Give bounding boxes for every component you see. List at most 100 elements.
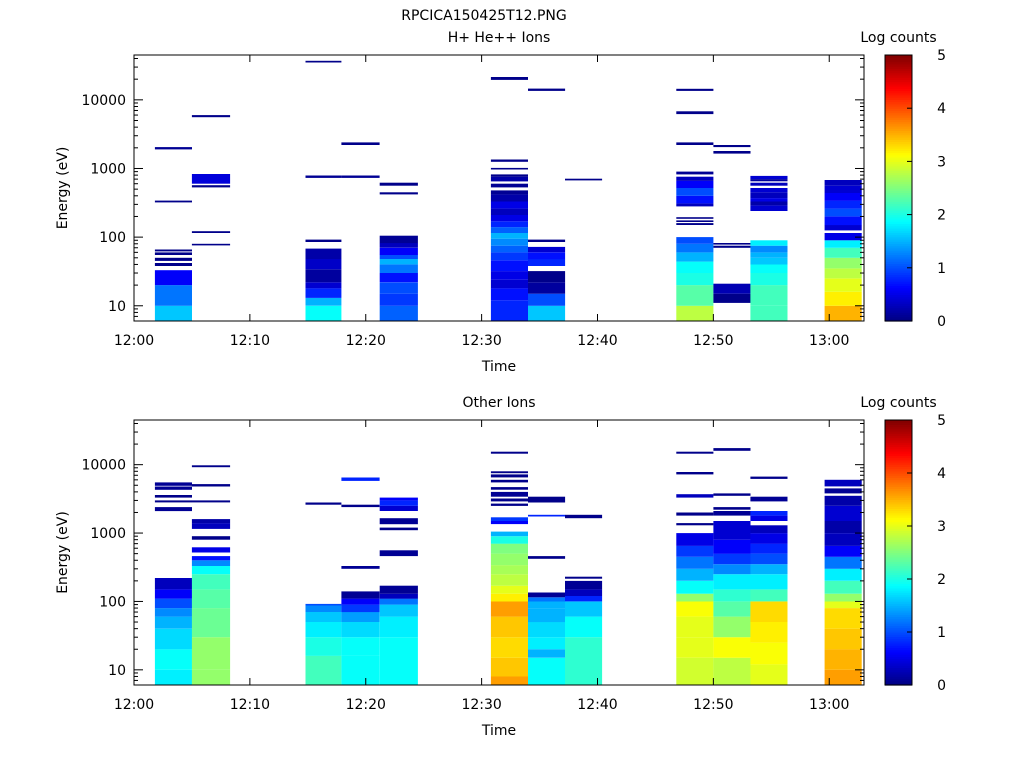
heatmap-cell	[713, 601, 751, 617]
heatmap-cell	[750, 192, 788, 199]
heatmap-cell	[676, 261, 714, 273]
heatmap-cell	[191, 536, 231, 540]
heatmap-cell	[379, 585, 418, 594]
colorbar-strip	[885, 508, 912, 512]
heatmap-cell	[713, 564, 751, 575]
heatmap-cell	[713, 493, 751, 496]
heatmap-cell	[305, 297, 342, 306]
colorbar-strip	[885, 682, 912, 686]
x-tick-label: 12:50	[693, 333, 733, 349]
heatmap-cell	[750, 476, 788, 479]
heatmap-cell	[490, 487, 528, 490]
heatmap-cell	[750, 201, 788, 206]
colorbar-strip	[885, 550, 912, 554]
colorbar-strip	[885, 156, 912, 160]
colorbar-strip	[885, 537, 912, 540]
heatmap-cell	[191, 589, 231, 609]
colorbar-strip	[885, 570, 912, 573]
heatmap-cell	[750, 198, 788, 202]
colorbar-strip	[885, 201, 912, 205]
colorbar-strip	[885, 303, 912, 307]
heatmap-cell	[824, 291, 862, 306]
colorbar-strip	[885, 79, 912, 83]
colorbar-strip	[885, 625, 912, 629]
heatmap-cell	[824, 495, 862, 506]
colorbar-label: Log counts	[860, 395, 936, 411]
colorbar-strip	[885, 196, 912, 200]
colorbar-strip	[885, 609, 912, 613]
heatmap-cell	[713, 243, 751, 245]
colorbar-strip	[885, 499, 912, 503]
heatmap-cell	[379, 264, 418, 273]
heatmap-cell	[565, 616, 603, 638]
heatmap-cell	[379, 637, 418, 685]
heatmap-cell	[341, 637, 380, 656]
colorbar-strip	[885, 101, 912, 105]
y-tick-label: 1000	[90, 161, 126, 177]
colorbar-strip	[885, 439, 912, 443]
heatmap-cell	[379, 604, 418, 617]
colorbar-strip	[885, 612, 912, 615]
colorbar-strip	[885, 236, 912, 240]
y-tick-label: 100	[99, 594, 126, 610]
heatmap-cell	[824, 180, 862, 186]
plot-frame	[133, 419, 865, 686]
heatmap-cell	[528, 597, 566, 602]
colorbar-strip	[885, 81, 912, 85]
panel-title: Other Ions	[462, 395, 535, 411]
colorbar-strip	[885, 594, 912, 598]
colorbar-strip	[885, 99, 912, 103]
colorbar-strip	[885, 563, 912, 567]
heatmap-cell	[379, 593, 418, 599]
heatmap-cell	[565, 637, 603, 685]
colorbar-strip	[885, 141, 912, 145]
colorbar-strip	[885, 581, 912, 585]
colorbar-tick-label: 5	[937, 48, 946, 64]
heatmap-cell	[676, 593, 714, 602]
heatmap-cell	[713, 616, 751, 638]
heatmap-cell	[676, 512, 714, 516]
colorbar-strip	[885, 203, 912, 207]
heatmap-cell	[750, 564, 788, 575]
colorbar-strip	[885, 276, 912, 280]
heatmap-cell	[490, 215, 528, 222]
heatmap-cell	[154, 500, 192, 503]
heatmap-cell	[490, 471, 528, 474]
colorbar-tick-label: 2	[937, 572, 946, 588]
heatmap-cell	[528, 556, 566, 559]
colorbar-strip	[885, 134, 912, 138]
heatmap-cell	[379, 500, 418, 506]
colorbar-strip	[885, 88, 912, 92]
x-tick-label: 12:00	[114, 697, 154, 713]
heatmap-cell	[750, 285, 788, 306]
heatmap-cell	[750, 273, 788, 286]
colorbar-strip	[885, 424, 912, 428]
colorbar-strip	[885, 651, 912, 655]
heatmap-cell	[490, 208, 528, 215]
heatmap-cell	[341, 655, 380, 685]
colorbar-strip	[885, 207, 912, 211]
heatmap-cell	[490, 194, 528, 202]
colorbar-strip	[885, 453, 912, 456]
heatmap-cell	[379, 273, 418, 283]
heatmap-cell	[490, 479, 528, 483]
colorbar-strip	[885, 190, 912, 194]
colorbar-strip	[885, 179, 912, 182]
heatmap-cell	[528, 496, 566, 503]
heatmap-cell	[676, 494, 714, 498]
heatmap-cell	[676, 252, 714, 262]
heatmap-cell	[750, 205, 788, 211]
heatmap-cell	[528, 246, 566, 253]
colorbar-tick-label: 1	[937, 625, 946, 641]
colorbar-strip	[885, 431, 912, 434]
colorbar-strip	[885, 616, 912, 620]
colorbar-strip	[885, 74, 912, 78]
heatmap-cell	[490, 517, 528, 521]
colorbar-strip	[885, 283, 912, 287]
heatmap-cell	[490, 183, 528, 188]
heatmap-cell	[191, 523, 231, 529]
colorbar-strip	[885, 486, 912, 490]
heatmap-cell	[750, 515, 788, 521]
heatmap-cell	[490, 279, 528, 289]
